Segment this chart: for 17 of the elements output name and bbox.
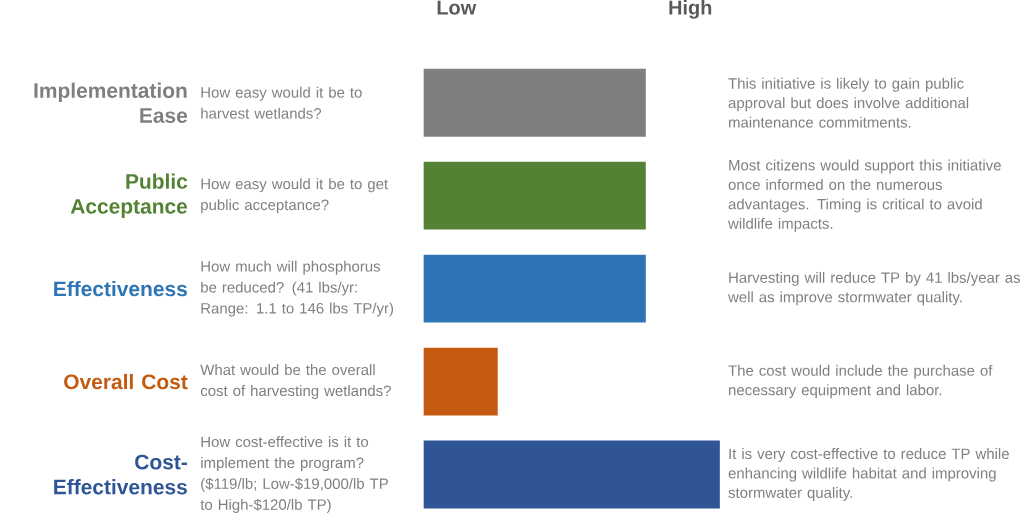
text: Harvesting will reduce TP by 41 lbs/year as well as improve stormwater quality. [728,271,1021,306]
text: What would be the overall cost of harvesting wetlands? [200,364,391,400]
text: High [669,0,712,19]
y-tick-label: Implementation Ease [34,82,188,123]
y-tick-label: Overall Cost [64,373,188,390]
text: Low [437,0,477,15]
y-tick-label: Effectiveness [54,280,187,297]
text: It is very cost-effective to reduce TP while enhancing wildlife habitat and improving stormwater quality. [728,448,1009,501]
y-tick-label: Public Acceptance [70,173,188,218]
text: How much will phosphorus be reduced? (41 lbs/yr: Range: 1.1 to 146 lbs TP/yr) [201,260,394,317]
text: The cost would include the purchase of necessary equipment and labor. [728,364,993,399]
text: How easy would it be to harvest wetlands? [201,86,362,119]
text: How cost-effective is it to implement the program? ($119/lb; Low-$19,000/lb TP to High-$120/lb TP) [200,436,388,513]
text: How easy would it be to get public acceptance? [201,178,389,214]
y-tick-label: Cost-Effectiveness [54,454,187,495]
text: This initiative is likely to gain public approval but does involve additional maintenance commitments. [728,77,969,128]
text: Most citizens would support this initiative once informed on the numerous advantages. Timing is critical to avoid wildlife impacts. [728,159,1001,232]
